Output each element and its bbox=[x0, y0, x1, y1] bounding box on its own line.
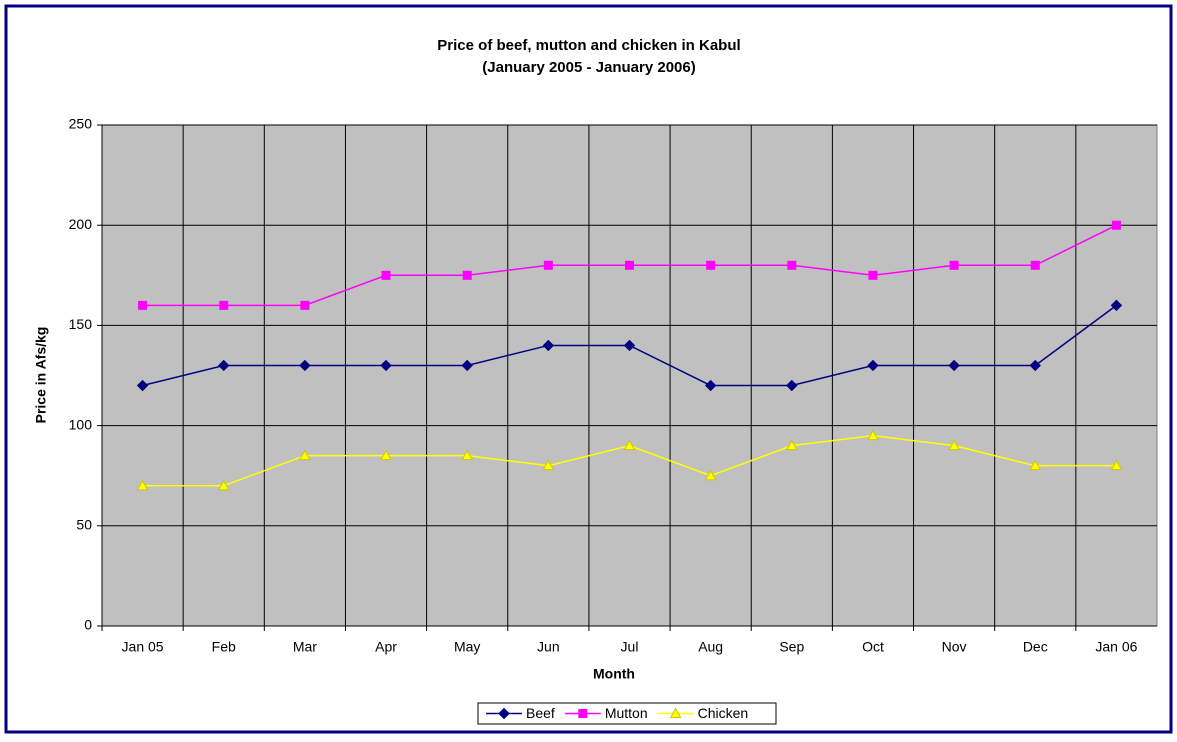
y-tick-label: 50 bbox=[76, 517, 92, 533]
marker bbox=[380, 449, 392, 461]
marker bbox=[948, 439, 960, 451]
x-tick-label: Feb bbox=[212, 639, 236, 655]
marker bbox=[380, 359, 392, 372]
x-tick-label: Apr bbox=[375, 639, 397, 655]
marker bbox=[138, 300, 148, 310]
legend-label: Mutton bbox=[605, 705, 648, 721]
marker bbox=[787, 260, 797, 270]
marker bbox=[299, 359, 311, 372]
y-axis-label: Price in Afs/kg bbox=[33, 327, 49, 424]
marker bbox=[498, 707, 510, 720]
marker bbox=[462, 270, 472, 280]
marker bbox=[706, 260, 716, 270]
marker bbox=[867, 429, 879, 441]
marker bbox=[1110, 299, 1123, 312]
marker bbox=[136, 379, 149, 392]
marker bbox=[300, 300, 310, 310]
marker bbox=[704, 379, 717, 392]
marker bbox=[1029, 459, 1042, 471]
marker bbox=[623, 339, 636, 352]
x-tick-label: Jun bbox=[537, 639, 560, 655]
marker bbox=[1029, 359, 1041, 372]
x-tick-label: Oct bbox=[862, 639, 884, 655]
x-tick-label: Jan 06 bbox=[1095, 639, 1137, 655]
x-axis-label: Month bbox=[593, 666, 635, 682]
marker bbox=[542, 459, 555, 471]
marker bbox=[578, 709, 588, 718]
x-tick-label: Mar bbox=[293, 639, 317, 655]
marker bbox=[1030, 260, 1040, 270]
marker bbox=[948, 359, 960, 372]
marker bbox=[949, 260, 959, 270]
marker bbox=[867, 359, 879, 372]
marker bbox=[381, 270, 391, 280]
marker bbox=[1111, 220, 1121, 230]
plot-area bbox=[101, 124, 1158, 627]
x-tick-label: Nov bbox=[942, 639, 967, 655]
marker bbox=[785, 439, 798, 451]
y-tick-label: 250 bbox=[69, 116, 93, 132]
y-tick-label: 0 bbox=[84, 617, 92, 633]
y-tick-label: 100 bbox=[69, 416, 93, 432]
x-tick-label: Dec bbox=[1023, 639, 1048, 655]
marker bbox=[542, 339, 555, 352]
chart-title: Price of beef, mutton and chicken in Kab… bbox=[437, 37, 740, 54]
marker bbox=[217, 479, 230, 491]
x-tick-label: Sep bbox=[779, 639, 804, 655]
marker bbox=[868, 270, 878, 280]
marker bbox=[299, 449, 311, 461]
legend-box bbox=[477, 702, 777, 725]
marker bbox=[704, 469, 717, 481]
legend-label: Chicken bbox=[698, 705, 749, 721]
marker bbox=[218, 359, 230, 372]
marker bbox=[669, 707, 682, 718]
x-tick-label: Aug bbox=[698, 639, 723, 655]
marker bbox=[786, 379, 798, 392]
marker bbox=[625, 260, 634, 270]
legend: Beef Mutton Chicken bbox=[477, 702, 777, 725]
marker bbox=[219, 300, 229, 310]
marker bbox=[461, 449, 474, 461]
y-tick-label: 200 bbox=[69, 216, 93, 232]
legend-label: Beef bbox=[526, 705, 555, 721]
marker bbox=[1110, 459, 1123, 471]
x-tick-label: Jul bbox=[621, 639, 639, 655]
x-tick-label: May bbox=[454, 639, 480, 655]
y-tick-label: 150 bbox=[69, 316, 93, 332]
chart-subtitle: (January 2005 - January 2006) bbox=[482, 59, 695, 76]
marker bbox=[461, 359, 473, 372]
x-tick-label: Jan 05 bbox=[122, 639, 164, 655]
marker bbox=[136, 479, 149, 491]
marker bbox=[623, 439, 636, 451]
marker bbox=[543, 260, 553, 270]
